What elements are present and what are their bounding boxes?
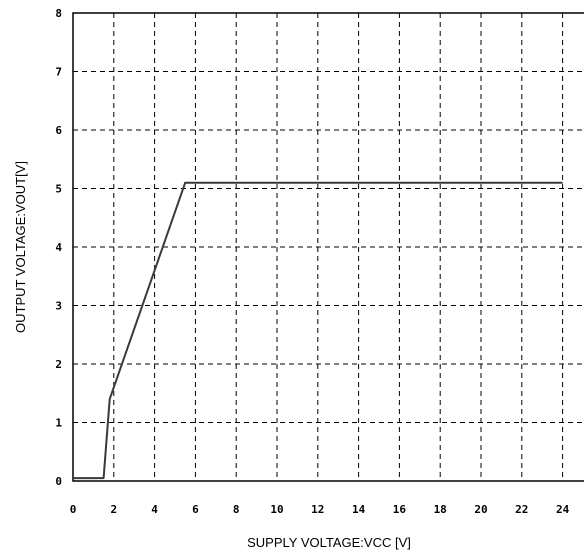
y-tick-label: 8 [55,7,62,20]
plot-frame [72,12,584,482]
x-tick-label: 4 [151,503,158,516]
series-layer [73,181,563,480]
x-axis-label: SUPPLY VOLTAGE:VCC [V] [247,535,411,550]
y-tick-label: 7 [55,66,62,79]
y-tick-label: 0 [55,475,62,488]
x-tick-label: 14 [352,503,366,516]
x-tick-label: 10 [270,503,283,516]
y-tick-label: 3 [55,300,62,313]
y-tick-labels: 0 1 2 3 4 5 6 7 8 [55,7,62,488]
y-tick-label: 1 [55,417,62,430]
x-tick-label: 22 [515,503,528,516]
y-tick-label: 2 [55,358,62,371]
x-tick-label: 16 [393,503,407,516]
x-tick-label: 2 [110,503,117,516]
y-tick-label: 6 [55,124,62,137]
grid-lines [73,13,584,481]
y-axis-label: OUTPUT VOLTAGE:VOUT[V] [13,161,28,333]
x-tick-label: 20 [474,503,487,516]
x-tick-label: 18 [434,503,447,516]
x-tick-label: 24 [556,503,570,516]
x-tick-label: 6 [192,503,199,516]
x-tick-label: 12 [311,503,324,516]
x-tick-label: 8 [233,503,240,516]
x-tick-labels: 0 2 4 6 8 10 12 14 16 18 20 22 24 [70,503,570,516]
x-tick-label: 0 [70,503,77,516]
y-tick-label: 4 [55,241,62,254]
series-line [73,181,563,480]
y-tick-label: 5 [55,183,62,196]
